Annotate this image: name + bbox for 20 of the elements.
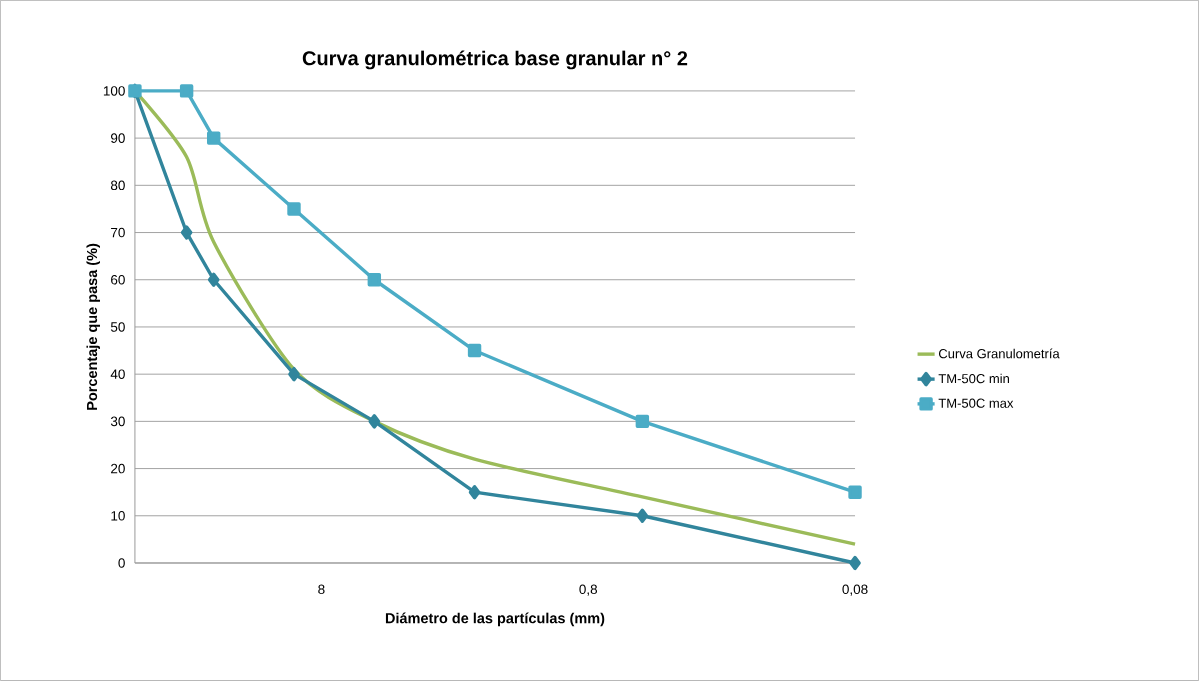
y-tick-label: 50: [110, 322, 125, 332]
legend-label: TM-50C min: [938, 373, 1009, 384]
legend-label: TM-50C max: [938, 398, 1014, 408]
y-tick-label: 70: [111, 227, 125, 238]
y-tick-label: 40: [110, 369, 125, 379]
y-tick-label: 30: [110, 416, 125, 427]
y-tick-label: 10: [111, 511, 125, 521]
y-tick-label: 0: [118, 558, 125, 568]
chart-title: Curva granulométrica base granular n° 2: [302, 50, 688, 70]
x-axis-title: Diámetro de las partículas (mm): [385, 612, 605, 627]
x-tick-label: 8: [318, 584, 325, 595]
legend-label: Curva Granulometría: [938, 348, 1060, 359]
y-tick-label: 60: [111, 275, 125, 285]
y-tick-label: 80: [110, 180, 125, 191]
x-tick-label: 0,08: [842, 584, 868, 596]
y-tick-label: 100: [103, 86, 125, 96]
y-tick-label: 20: [111, 463, 125, 474]
y-tick-label: 90: [111, 133, 125, 143]
x-tick-label: 0,8: [579, 584, 598, 596]
y-axis-title: Porcentaje que pasa (%): [86, 243, 100, 410]
